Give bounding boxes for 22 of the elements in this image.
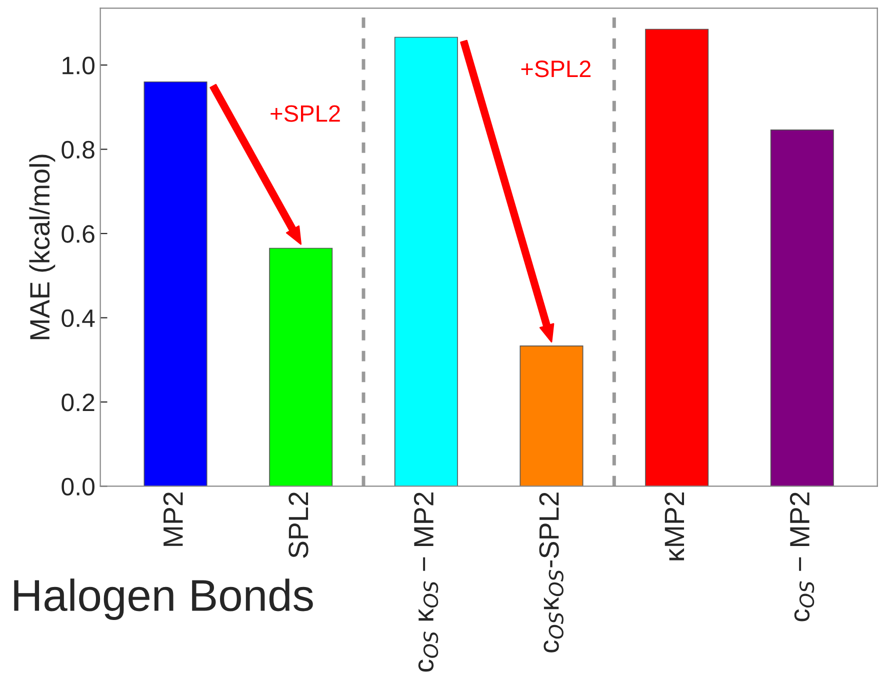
y-tick-label: 1.0 <box>62 56 94 74</box>
bar <box>269 248 333 486</box>
y-tick-label: 0.2 <box>62 394 94 412</box>
text: Halogen Bonds <box>14 578 313 620</box>
y-tick-label: 0.4 <box>62 309 95 328</box>
y-tick-label: 0.0 <box>62 478 94 496</box>
bar <box>645 28 709 486</box>
x-tick-label: c$_{OS}$κ$_{OS}$-SPL2 <box>539 492 564 652</box>
bar <box>394 36 458 486</box>
bar <box>144 81 208 486</box>
x-tick-label: c$_{OS}$ κ$_{OS}$ − MP2 <box>414 492 438 672</box>
x-tick-label: SPL2 <box>288 492 308 558</box>
annotation: +SPL2 <box>270 105 340 122</box>
x-tick-label: MP2 <box>163 492 183 546</box>
annotation: +SPL2 <box>521 60 591 78</box>
x-tick-label: κMP2 <box>664 492 684 560</box>
x-tick-label: c$_{OS}$ − MP2 <box>790 492 814 622</box>
y-axis-title: MAE (kcal/mol) <box>29 154 56 340</box>
y-tick-label: 0.8 <box>62 140 94 159</box>
bar <box>520 346 584 486</box>
y-tick-label: 0.6 <box>62 225 94 243</box>
bar <box>770 129 834 486</box>
